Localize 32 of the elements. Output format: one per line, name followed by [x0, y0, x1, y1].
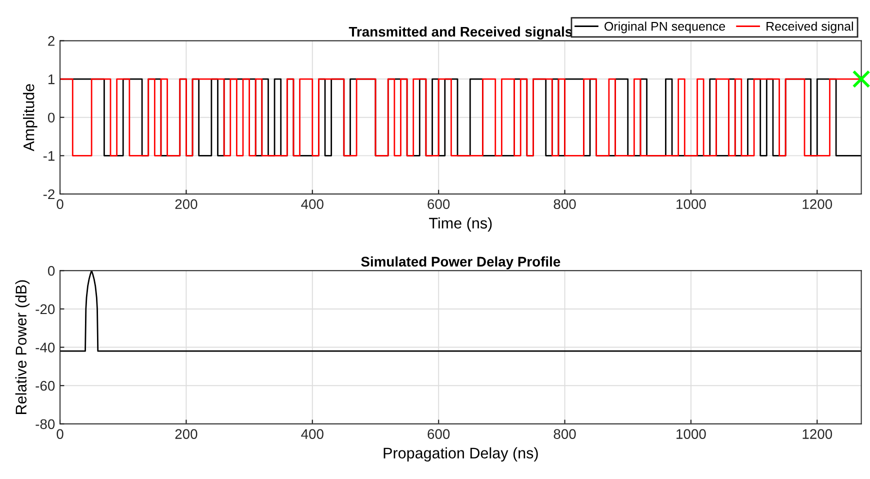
x-tick-label: 0 — [56, 199, 64, 210]
x-tick-label: 800 — [554, 429, 576, 439]
legend-label: Original PN sequence — [604, 22, 726, 34]
y-tick-label: 0 — [48, 112, 55, 123]
y-tick-label: -60 — [36, 380, 55, 391]
y-tick-label: 1 — [48, 74, 54, 84]
y-axis-title: Amplitude — [23, 84, 38, 152]
y-axis-title: Relative Power (dB) — [15, 280, 30, 414]
legend-label: Received signal — [766, 22, 853, 34]
y-tick-label: 2 — [48, 36, 54, 46]
y-tick-label: -1 — [43, 151, 54, 161]
y-tick-label: -40 — [36, 342, 55, 352]
x-tick-label: 800 — [554, 199, 576, 210]
chart-title: Simulated Power Delay Profile — [361, 256, 560, 270]
x-tick-label: 1200 — [802, 199, 832, 210]
y-tick-label: -2 — [43, 189, 54, 200]
x-axis-title: Time (ns) — [429, 217, 492, 232]
x-axis-title: Propagation Delay (ns) — [384, 447, 538, 462]
y-tick-label: 0 — [48, 266, 55, 276]
x-tick-label: 400 — [301, 429, 324, 439]
x-tick-label: 600 — [428, 429, 450, 439]
x-tick-label: 600 — [428, 199, 450, 210]
y-tick-label: -20 — [36, 304, 55, 314]
x-tick-label: 200 — [175, 429, 198, 439]
chart-title: Transmitted and Received signals — [348, 26, 572, 40]
x-tick-label: 400 — [301, 199, 324, 210]
x-tick-label: 200 — [175, 199, 198, 210]
x-tick-label: 1000 — [676, 199, 706, 210]
x-tick-label: 1000 — [676, 429, 706, 439]
x-tick-label: 1200 — [802, 429, 832, 439]
y-tick-label: -80 — [36, 419, 55, 430]
x-tick-label: 0 — [56, 429, 64, 439]
